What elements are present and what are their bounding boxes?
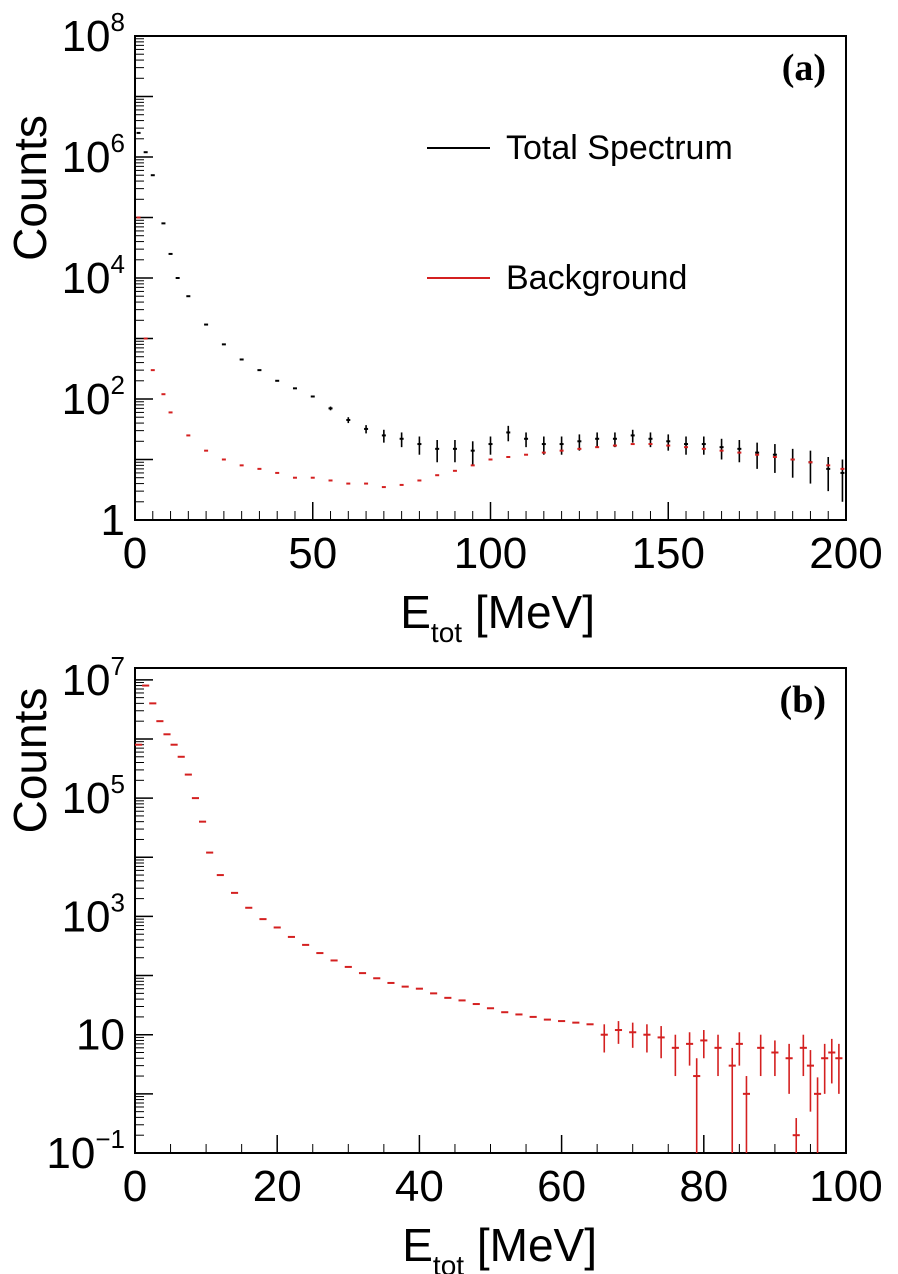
series-0 — [135, 684, 843, 1153]
x-tick-label: 100 — [809, 1162, 882, 1211]
x-axis-title: Etot [MeV] — [400, 586, 595, 648]
x-tick-label: 50 — [288, 529, 337, 578]
y-tick-label: 108 — [62, 7, 125, 61]
y-tick-label: 105 — [62, 769, 125, 823]
x-tick-label: 0 — [123, 1162, 147, 1211]
y-tick-label: 10 — [76, 1011, 125, 1060]
y-tick-label: 1 — [101, 496, 125, 545]
panel-label: (a) — [782, 47, 826, 89]
legend-label: Total Spectrum — [506, 129, 733, 167]
y-axis-title: Counts — [4, 115, 56, 261]
x-tick-label: 20 — [253, 1162, 302, 1211]
y-tick-label: 106 — [62, 128, 125, 182]
x-tick-label: 150 — [632, 529, 705, 578]
x-axis-title: Etot [MeV] — [402, 1219, 597, 1274]
y-tick-label: 10−1 — [46, 1124, 125, 1178]
y-tick-label: 107 — [62, 651, 125, 705]
series-1 — [136, 216, 845, 489]
y-tick-label: 104 — [62, 249, 125, 303]
chart-panel-b: 10−1 10 103 105 107 0 20 40 60 80 100 Etot [MeV] Cou… — [4, 651, 883, 1274]
x-tick-label: 80 — [679, 1162, 728, 1211]
legend: Total Spectrum Background — [427, 129, 733, 297]
y-tick-label: 103 — [62, 887, 125, 941]
chart-panel-a: 1 102 104 106 108 0 50 100 150 200 Etot [MeV] Count… — [4, 7, 883, 648]
x-tick-label: 100 — [454, 529, 527, 578]
legend-label: Background — [506, 259, 687, 297]
y-tick-label: 102 — [62, 370, 125, 424]
y-axis-title: Counts — [4, 688, 56, 834]
x-tick-label: 40 — [395, 1162, 444, 1211]
plot-frame — [134, 667, 847, 1154]
panel-label: (b) — [780, 679, 826, 721]
x-tick-label: 200 — [809, 529, 882, 578]
x-tick-label: 60 — [537, 1162, 586, 1211]
x-tick-label: 0 — [123, 529, 147, 578]
series-0 — [136, 131, 845, 502]
